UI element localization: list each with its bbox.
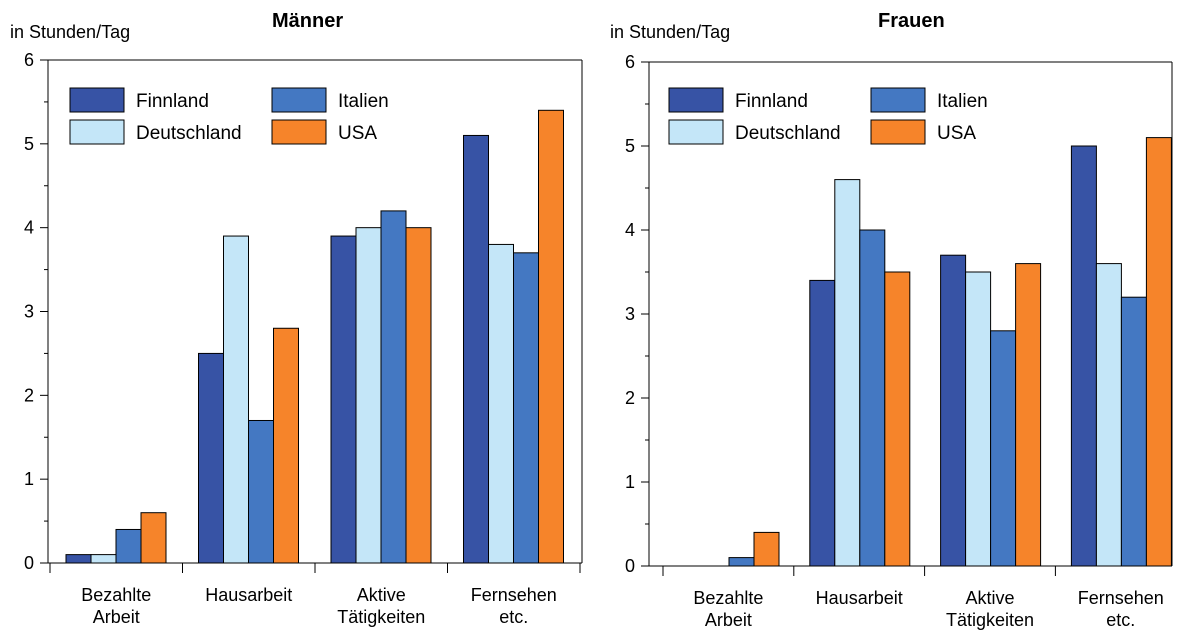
legend-swatch-finnland	[69, 87, 125, 113]
x-category-label: Bezahlte	[81, 585, 151, 605]
bar-finnland	[198, 352, 224, 564]
y-tick-label: 0	[625, 556, 635, 576]
bar-finnland	[330, 235, 357, 564]
legend-swatch-deutschland	[668, 119, 724, 145]
legend-swatch-usa	[870, 119, 926, 145]
x-category-label: etc.	[1106, 610, 1135, 630]
y-tick-label: 2	[625, 388, 635, 408]
y-tick-label: 1	[24, 469, 34, 489]
bar-deutschland	[834, 179, 861, 567]
y-axis-label: in Stunden/Tag	[610, 22, 731, 42]
bar-finnland	[940, 254, 967, 567]
chart-title: Männer	[272, 10, 344, 32]
bar-usa	[1015, 263, 1042, 567]
bar-italien	[859, 229, 886, 567]
chart-maenner: in Stunden/Tag Männer 0 1 2 3 4 5 6 Bezahlte Arb…	[10, 10, 583, 627]
y-tick-label: 0	[24, 553, 34, 573]
bar-italien	[248, 419, 274, 564]
bar-usa	[273, 327, 299, 564]
bar-finnland	[65, 554, 92, 564]
x-category-label: Aktive	[965, 588, 1014, 608]
bar-finnland	[1070, 145, 1097, 567]
bar-usa	[405, 227, 432, 564]
bar-finnland	[809, 279, 836, 567]
chart-frauen: in Stunden/Tag Frauen 0 1 2 3 4 5 6 Bezahlte Arb…	[590, 0, 1177, 635]
x-category-label: Fernsehen	[471, 585, 557, 605]
x-category-label: Tätigkeiten	[946, 610, 1034, 630]
bar-italien	[380, 210, 407, 564]
bar-usa	[753, 531, 780, 567]
y-tick-label: 4	[24, 218, 34, 238]
x-category-label: Hausarbeit	[816, 588, 903, 608]
x-category-label: Bezahlte	[693, 588, 763, 608]
bar-deutschland	[488, 243, 514, 564]
legend-swatch-italien	[271, 87, 327, 113]
bar-deutschland	[355, 227, 382, 564]
bar-italien	[728, 557, 755, 567]
x-category-label: Hausarbeit	[205, 585, 292, 605]
bar-italien	[513, 252, 539, 564]
bar-deutschland	[90, 554, 117, 564]
bar-usa	[538, 109, 564, 564]
y-tick-label: 4	[625, 220, 635, 240]
x-category-label: Fernsehen	[1078, 588, 1164, 608]
legend-swatch-italien	[870, 87, 926, 113]
x-category-label: Aktive	[357, 585, 406, 605]
legend-label-finnland: Finnland	[735, 91, 808, 112]
bar-deutschland	[965, 271, 992, 567]
chart-title: Frauen	[878, 10, 945, 32]
legend-label-italien: Italien	[937, 91, 988, 112]
bar-usa	[140, 512, 167, 564]
y-tick-label: 3	[625, 304, 635, 324]
bar-deutschland	[223, 235, 249, 564]
legend-label-usa: USA	[338, 123, 377, 144]
y-axis-label: in Stunden/Tag	[10, 22, 131, 42]
x-category-label: etc.	[499, 607, 528, 627]
x-category-label: Tätigkeiten	[337, 607, 425, 627]
legend-swatch-finnland	[668, 87, 724, 113]
y-tick-label: 2	[24, 385, 34, 405]
x-category-label: Arbeit	[93, 607, 140, 627]
bar-usa	[1145, 137, 1172, 567]
legend-label-usa: USA	[937, 123, 976, 144]
bar-italien	[115, 528, 142, 564]
y-tick-label: 1	[625, 472, 635, 492]
bar-usa	[884, 271, 911, 567]
legend-swatch-deutschland	[69, 119, 125, 145]
y-tick-label: 6	[24, 50, 34, 70]
y-tick-label: 6	[625, 52, 635, 72]
y-tick-label: 5	[625, 136, 635, 156]
bar-deutschland	[1095, 263, 1122, 567]
y-tick-label: 3	[24, 302, 34, 322]
legend-swatch-usa	[271, 119, 327, 145]
legend-label-deutschland: Deutschland	[735, 123, 841, 144]
bar-italien	[1120, 296, 1147, 567]
y-tick-label: 5	[24, 134, 34, 154]
legend-label-finnland: Finnland	[136, 91, 209, 112]
bar-finnland	[463, 134, 489, 564]
x-category-label: Arbeit	[705, 610, 752, 630]
legend-label-deutschland: Deutschland	[136, 123, 242, 144]
bar-italien	[990, 330, 1017, 567]
legend-label-italien: Italien	[338, 91, 389, 112]
